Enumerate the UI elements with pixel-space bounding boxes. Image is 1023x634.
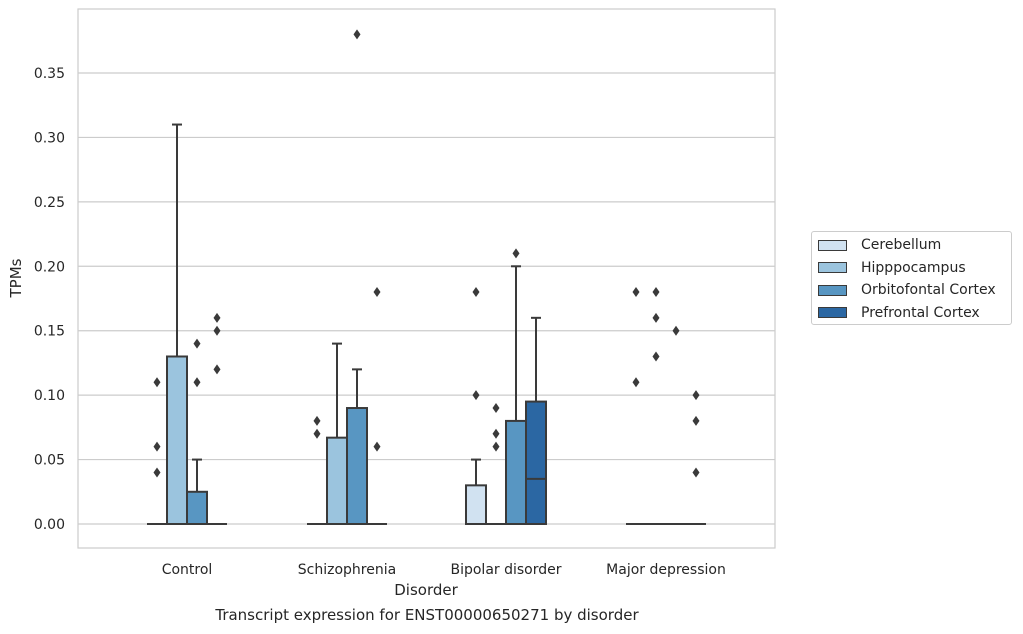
outlier-point: [353, 29, 361, 40]
y-tick-label: 0.10: [34, 388, 65, 404]
outlier-point: [472, 390, 480, 401]
outlier-point: [313, 428, 321, 439]
x-tick-label: Schizophrenia: [298, 562, 396, 578]
outlier-point: [213, 312, 221, 323]
y-tick-label: 0.20: [34, 259, 65, 275]
outlier-point: [652, 312, 660, 323]
legend-item: Orbitofontal Cortex: [818, 280, 996, 300]
box-body: [186, 490, 208, 525]
box-0-1: [307, 415, 327, 525]
outlier-point: [153, 441, 161, 452]
legend-label: Orbitofontal Cortex: [861, 282, 996, 298]
y-tick-label: 0.35: [34, 66, 65, 82]
legend-swatch: [818, 284, 847, 296]
y-tick-label: 0.15: [34, 324, 65, 340]
box-0-0: [147, 377, 167, 525]
y-axis-label: TPMs: [7, 258, 25, 298]
outlier-point: [193, 338, 201, 349]
outlier-point: [652, 287, 660, 298]
box-3-3: [686, 390, 706, 525]
outlier-point: [632, 377, 640, 388]
outlier-point: [512, 248, 520, 259]
box-2-3: [666, 325, 686, 525]
box-1-3: [646, 287, 666, 525]
box-3-1: [367, 287, 387, 525]
x-tick-labels: Control Schizophrenia Bipolar disorder Majo…: [162, 562, 726, 578]
outlier-point: [652, 351, 660, 362]
box-1-1: [326, 342, 348, 525]
box-3-2: [525, 316, 547, 526]
outlier-point: [373, 287, 381, 298]
legend-swatch: [818, 262, 847, 273]
box-1-0: [166, 123, 188, 525]
outlier-point: [492, 441, 500, 452]
x-tick-label: Major depression: [606, 562, 726, 578]
outlier-point: [313, 415, 321, 426]
legend-item: Hipppocampus: [818, 258, 966, 278]
y-tick-label: 0.30: [34, 130, 65, 146]
box-2-1: [346, 29, 368, 525]
legend-swatch: [818, 239, 847, 251]
legend-label: Hipppocampus: [861, 259, 966, 276]
outlier-point: [692, 390, 700, 401]
legend: Cerebellum Hipppocampus Orbitofontal Corte…: [811, 231, 1012, 325]
outlier-point: [373, 441, 381, 452]
box-body: [505, 419, 527, 525]
box-plot-marks: [147, 29, 706, 526]
box-body: [166, 355, 188, 525]
plot-frame: [77, 8, 776, 549]
outlier-point: [213, 325, 221, 336]
legend-label: Cerebellum: [861, 237, 942, 253]
box-body: [465, 484, 487, 526]
outlier-point: [492, 403, 500, 414]
x-tick-label: Control: [162, 562, 213, 578]
box-2-0: [186, 338, 208, 525]
figure-caption: Transcript expression for ENST0000065027…: [215, 606, 639, 624]
box-body: [525, 400, 547, 526]
legend-item: Cerebellum: [818, 235, 941, 255]
outlier-point: [472, 287, 480, 298]
outlier-point: [672, 325, 680, 336]
legend-label: Prefrontal Cortex: [861, 304, 980, 321]
box-2-2: [505, 248, 527, 525]
outlier-point: [213, 364, 221, 375]
box-body: [326, 436, 348, 525]
y-tick-labels: 0.00 0.05 0.10 0.15 0.20 0.25 0.30 0.35: [34, 66, 65, 533]
outlier-point: [153, 467, 161, 478]
box-body: [346, 407, 368, 525]
outlier-point: [692, 467, 700, 478]
y-tick-label: 0.00: [34, 517, 65, 533]
box-1-2: [486, 403, 506, 525]
box-0-2: [465, 287, 487, 526]
outlier-point: [632, 287, 640, 298]
outlier-point: [492, 428, 500, 439]
box-0-3: [626, 287, 646, 525]
y-tick-label: 0.25: [34, 195, 65, 211]
legend-item: Prefrontal Cortex: [818, 303, 980, 323]
outlier-point: [692, 415, 700, 426]
legend-swatch: [818, 307, 847, 318]
outlier-point: [153, 377, 161, 388]
x-tick-label: Bipolar disorder: [450, 562, 561, 578]
box-3-0: [207, 312, 227, 525]
outlier-point: [193, 377, 201, 388]
x-axis-label: Disorder: [394, 581, 458, 599]
y-tick-label: 0.05: [34, 453, 65, 469]
